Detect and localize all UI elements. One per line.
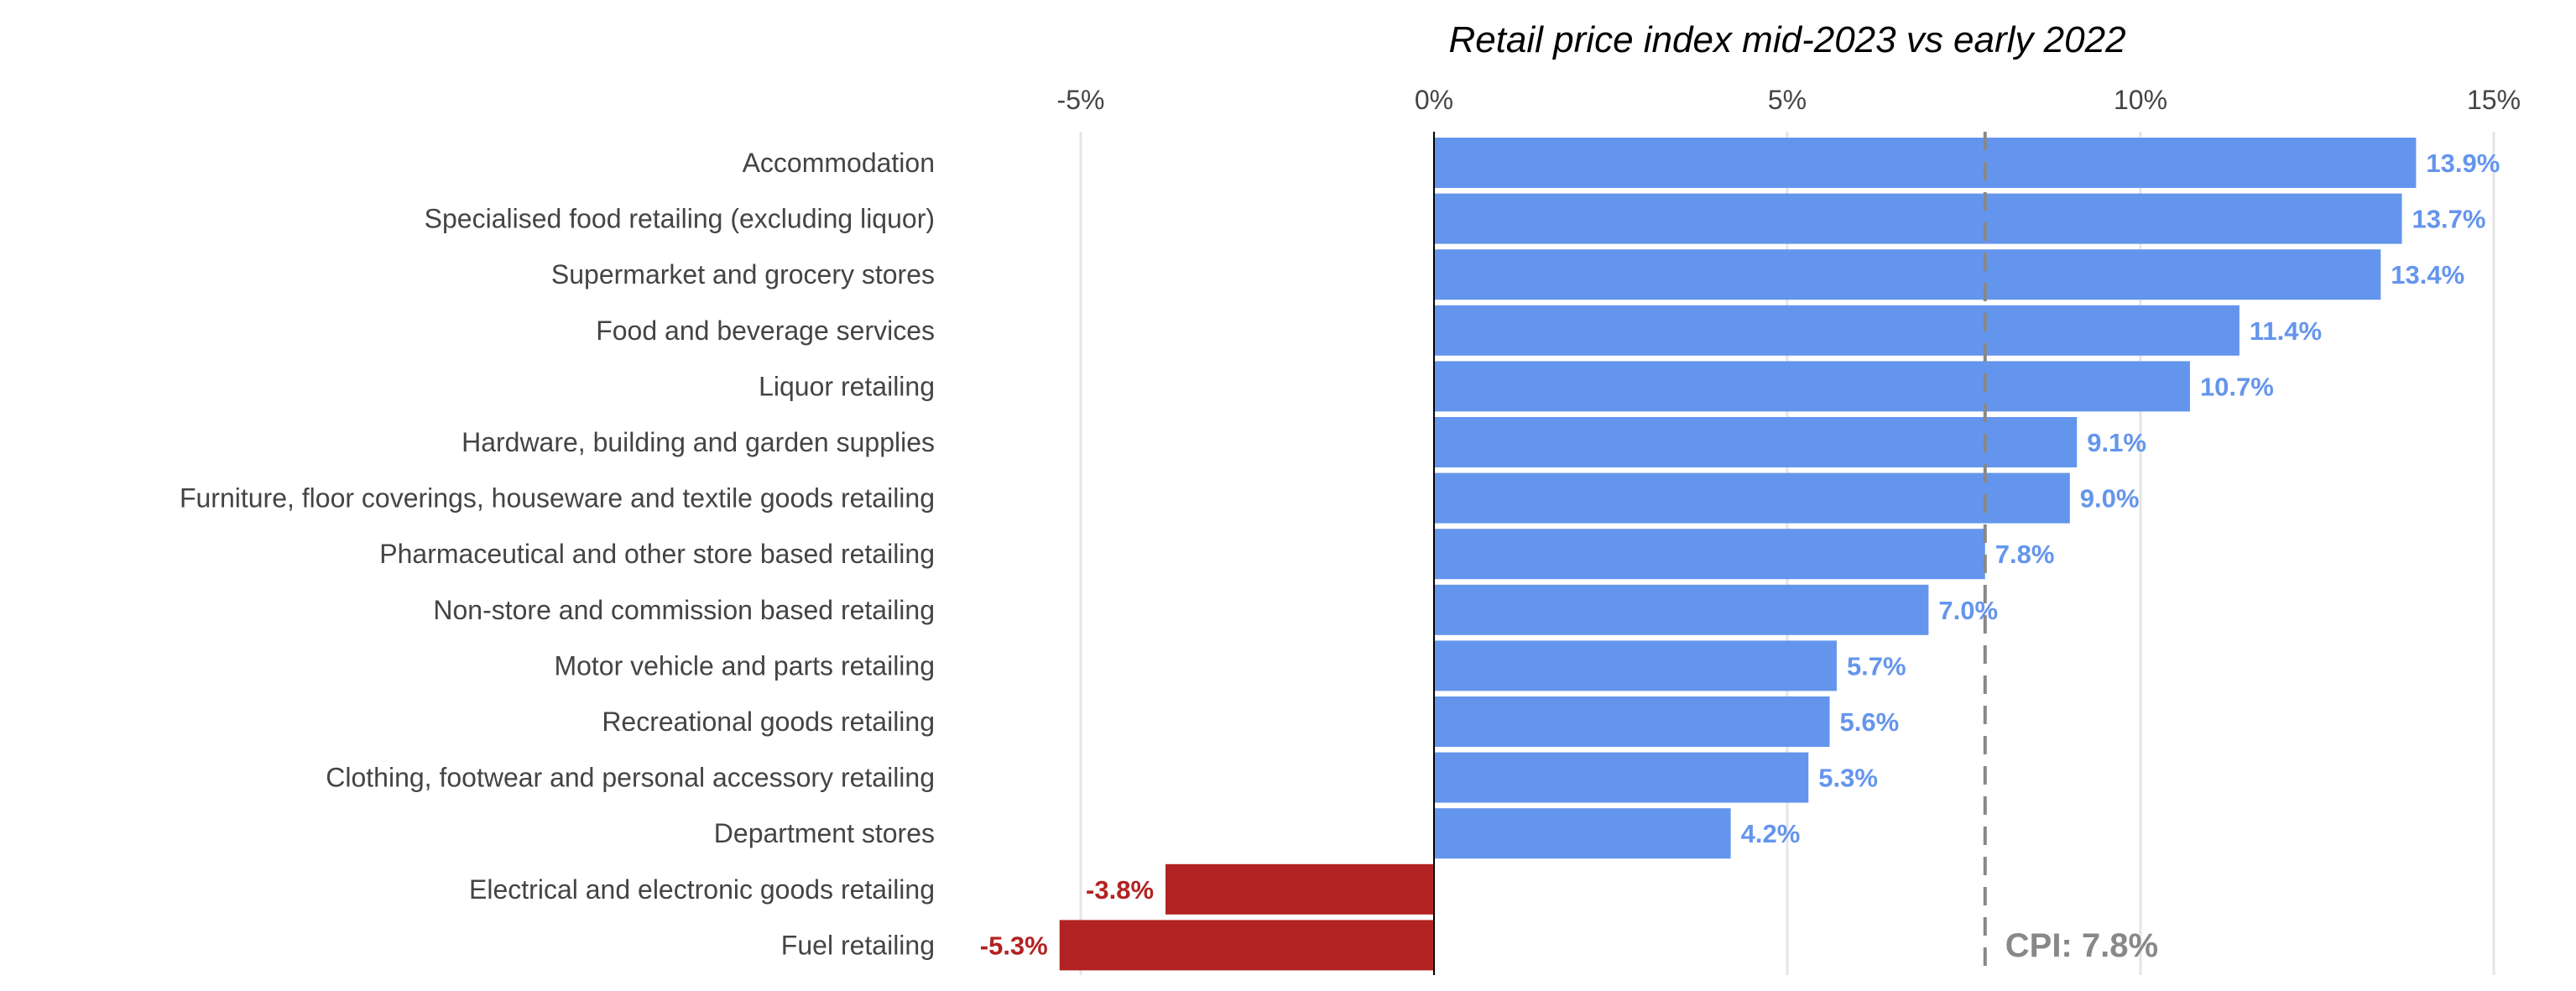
category-label: Hardware, building and garden supplies (461, 427, 935, 457)
x-tick-label: 10% (2114, 85, 2167, 115)
bar (1434, 417, 2078, 467)
data-label: 4.2% (1741, 819, 1801, 848)
data-label: -3.8% (1086, 875, 1154, 905)
bar (1434, 696, 1830, 747)
bar (1059, 920, 1434, 971)
x-tick-label: 0% (1415, 85, 1453, 115)
category-label: Fuel retailing (781, 930, 935, 960)
category-label: Specialised food retailing (excluding li… (425, 204, 935, 234)
category-label: Liquor retailing (759, 371, 935, 401)
data-label: 5.6% (1840, 707, 1900, 737)
x-tick-label: -5% (1057, 85, 1105, 115)
bar (1434, 361, 2190, 412)
category-label: Clothing, footwear and personal accessor… (326, 763, 935, 793)
data-label: 11.4% (2250, 316, 2322, 346)
category-label: Supermarket and grocery stores (551, 259, 935, 289)
category-label: Motor vehicle and parts retailing (554, 650, 935, 681)
data-label: 5.3% (1818, 764, 1878, 793)
category-label: Furniture, floor coverings, houseware an… (180, 483, 935, 514)
bar (1434, 249, 2381, 300)
bar (1434, 752, 1809, 803)
bar (1434, 193, 2402, 244)
cpi-label: CPI: 7.8% (2005, 927, 2158, 964)
data-label: 9.1% (2087, 428, 2146, 457)
bar (1434, 584, 1929, 635)
bar (1434, 808, 1731, 859)
bar (1434, 138, 2417, 188)
category-label: Recreational goods retailing (602, 707, 935, 737)
category-label: Pharmaceutical and other store based ret… (379, 539, 935, 569)
bar (1434, 640, 1837, 691)
category-label: Accommodation (743, 148, 935, 178)
category-label: Electrical and electronic goods retailin… (469, 874, 935, 905)
bar (1165, 863, 1434, 915)
data-label: 7.0% (1938, 596, 1998, 625)
x-tick-label: 15% (2467, 85, 2521, 115)
category-label: Non-store and commission based retailing (433, 595, 935, 625)
data-label: 5.7% (1847, 651, 1906, 681)
data-label: 7.8% (1995, 540, 2055, 569)
bar (1434, 529, 1985, 580)
data-label: 10.7% (2200, 372, 2274, 401)
category-label: Food and beverage services (596, 316, 935, 346)
data-label: -5.3% (980, 931, 1048, 960)
bar (1434, 305, 2240, 356)
bar (1434, 472, 2070, 524)
data-label: 13.9% (2426, 149, 2500, 178)
chart-title: Retail price index mid-2023 vs early 202… (1448, 19, 2125, 60)
x-tick-label: 5% (1768, 85, 1807, 115)
data-label: 13.7% (2412, 205, 2486, 234)
category-label: Department stores (714, 818, 935, 848)
data-label: 9.0% (2080, 484, 2140, 514)
data-label: 13.4% (2391, 260, 2464, 289)
